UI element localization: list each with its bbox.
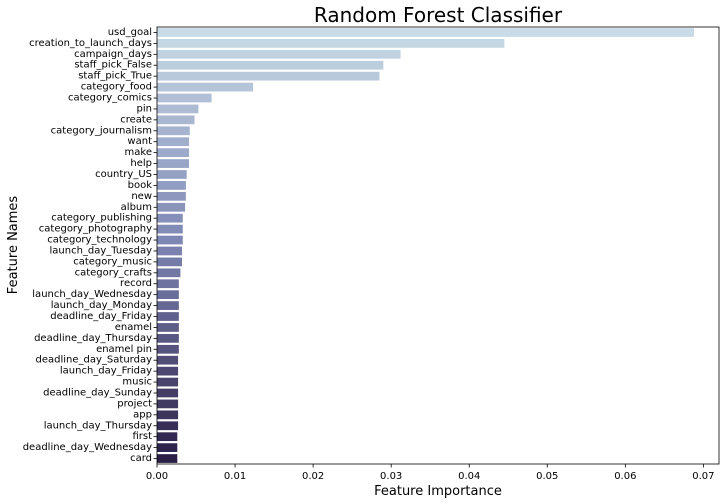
x-tick-label: 0.02 [302, 471, 324, 482]
y-tick-label: deadline_day_Friday [50, 311, 152, 322]
x-axis-label: Feature Importance [374, 484, 502, 499]
bar [157, 82, 254, 92]
bar [157, 410, 179, 420]
bar [157, 126, 190, 136]
bar [157, 28, 695, 37]
y-tick-label: deadline_day_Saturday [36, 355, 153, 366]
y-tick-label: help [130, 158, 152, 169]
bar [157, 246, 182, 256]
bar [157, 202, 186, 212]
y-tick-label: launch_day_Wednesday [32, 289, 152, 300]
y-tick-label: enamel pin [96, 344, 152, 355]
bar [157, 454, 178, 463]
y-tick-label: staff_pick_True [78, 71, 152, 82]
bar [157, 148, 190, 158]
bar [157, 388, 179, 398]
y-tick-label: deadline_day_Sunday [43, 387, 152, 398]
y-axis-label: Feature Names [6, 196, 21, 295]
y-tick-label: launch_day_Tuesday [50, 245, 153, 256]
bar [157, 93, 212, 103]
y-tick-label: music [122, 377, 152, 388]
bar [157, 366, 179, 376]
y-tick-label: book [128, 180, 153, 191]
y-tick-label: category_publishing [51, 213, 152, 224]
y-tick-label: new [131, 191, 152, 202]
y-tick-label: deadline_day_Wednesday [23, 442, 152, 453]
bar [157, 39, 505, 48]
bar [157, 191, 186, 201]
bar [157, 290, 179, 300]
bar [157, 323, 179, 332]
bars-group [157, 28, 695, 463]
bar [157, 268, 181, 278]
y-tick-label: category_technology [47, 235, 152, 246]
y-tick-label: app [133, 409, 152, 420]
y-tick-label: staff_pick_False [74, 60, 152, 71]
bar [157, 333, 179, 343]
y-tick-label: deadline_day_Thursday [34, 333, 152, 344]
x-tick-label: 0.00 [146, 471, 168, 482]
y-tick-label: pin [137, 103, 152, 114]
bar [157, 71, 380, 81]
y-tick-label: first [132, 431, 152, 442]
bar [157, 104, 199, 114]
bar [157, 49, 401, 59]
y-tick-label: category_photography [39, 224, 152, 235]
y-tick-label: launch_day_Monday [51, 300, 152, 311]
y-ticks-group: usd_goalcreation_to_launch_dayscampaign_… [23, 27, 157, 464]
y-tick-label: project [117, 398, 152, 409]
y-tick-label: category_music [73, 256, 152, 267]
bar [157, 312, 179, 321]
bar [157, 301, 179, 310]
x-tick-label: 0.03 [380, 471, 402, 482]
y-tick-label: album [121, 202, 152, 213]
bar [157, 159, 190, 168]
y-tick-label: category_journalism [51, 125, 152, 136]
y-tick-label: category_food [81, 82, 152, 93]
y-tick-label: card [130, 453, 152, 464]
bar [157, 355, 179, 365]
y-tick-label: enamel [115, 322, 152, 333]
x-tick-label: 0.06 [614, 471, 636, 482]
x-tick-label: 0.07 [692, 471, 714, 482]
y-tick-label: usd_goal [108, 27, 152, 38]
y-tick-label: country_US [95, 169, 152, 180]
bar [157, 115, 195, 125]
bar [157, 377, 179, 387]
bar [157, 170, 187, 179]
x-tick-label: 0.04 [458, 471, 480, 482]
y-tick-label: create [120, 114, 152, 125]
x-tick-label: 0.01 [224, 471, 246, 482]
bar [157, 60, 384, 70]
y-tick-label: launch_day_Friday [60, 366, 152, 377]
chart-title: Random Forest Classifier [314, 3, 563, 27]
bar [157, 344, 179, 354]
y-tick-label: want [127, 136, 152, 147]
bar [157, 399, 179, 409]
plot-frame [156, 26, 720, 465]
bar [157, 224, 183, 234]
y-tick-label: category_crafts [75, 267, 152, 278]
x-tick-label: 0.05 [536, 471, 558, 482]
bar [157, 443, 178, 452]
bar [157, 432, 178, 442]
bar [157, 137, 190, 147]
y-tick-label: launch_day_Thursday [44, 420, 152, 431]
x-ticks-group: 0.00 0.01 0.02 0.03 0.04 0.05 0.06 0.07 [146, 464, 715, 482]
bar [157, 421, 179, 431]
y-tick-label: make [125, 147, 152, 158]
bar [157, 181, 186, 190]
bar [157, 213, 183, 223]
y-tick-label: record [120, 278, 152, 289]
bar [157, 235, 183, 245]
y-tick-label: category_comics [68, 93, 152, 104]
bar [157, 279, 179, 289]
bar [157, 257, 182, 267]
y-tick-label: creation_to_launch_days [29, 38, 152, 49]
y-tick-label: campaign_days [74, 49, 152, 60]
